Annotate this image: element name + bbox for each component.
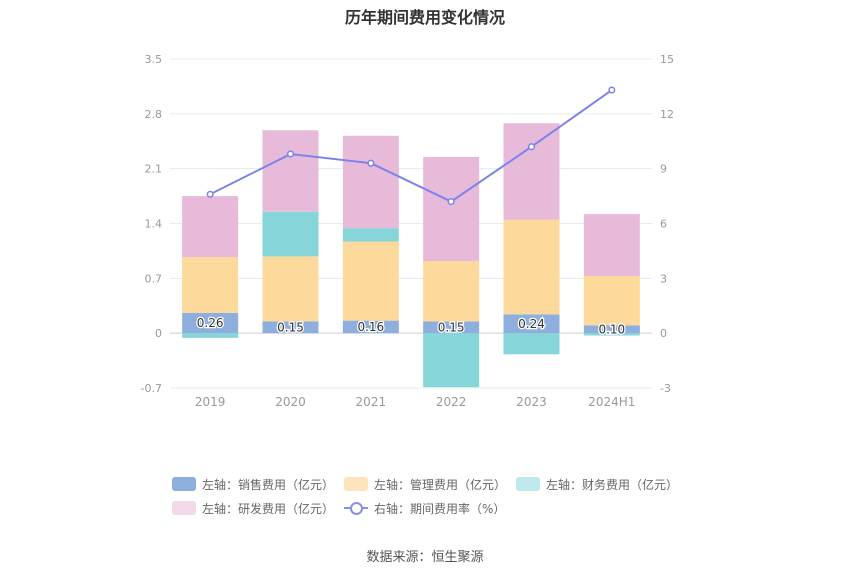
legend-label-expense-rate: 右轴：期间费用率（%） (374, 501, 506, 516)
line-point (608, 86, 616, 94)
legend-item-admin[interactable]: 左轴：管理费用（亿元） (344, 476, 516, 493)
legend-item-sales[interactable]: 左轴：销售费用（亿元） (172, 476, 344, 493)
y-right-tick-label: 12 (660, 108, 674, 121)
bar-segment (182, 196, 239, 258)
bar-segment (342, 320, 399, 334)
bar-segment (262, 256, 319, 322)
bar-segment (262, 130, 319, 212)
x-tick-label: 2023 (516, 395, 547, 409)
bar-segment (182, 333, 239, 338)
y-left-tick-label: 1.4 (145, 218, 163, 231)
legend-swatch-admin (344, 477, 368, 491)
line-point (206, 190, 214, 198)
x-tick-label: 2021 (356, 395, 387, 409)
x-tick-label: 2024H1 (588, 395, 635, 409)
x-tick-label: 2019 (195, 395, 226, 409)
y-left-tick-label: 0 (155, 327, 162, 340)
y-left-tick-label: 2.1 (145, 163, 163, 176)
bar-segment (583, 214, 640, 276)
y-right-tick-label: 15 (660, 53, 674, 66)
y-left-tick-label: -0.7 (141, 382, 162, 395)
y-right-tick-label: 3 (660, 272, 667, 285)
data-label: 0.15 (277, 320, 304, 334)
bar-segment (503, 333, 560, 355)
bar-segment (342, 228, 399, 242)
y-right-tick-label: 6 (660, 218, 667, 231)
bar-segment (423, 156, 480, 262)
bar-segment (342, 241, 399, 321)
bar-segment (423, 321, 480, 334)
legend-swatch-sales (172, 477, 196, 491)
chart-legend: 左轴：销售费用（亿元） 左轴：管理费用（亿元） 左轴：财务费用（亿元） 左轴：研… (172, 472, 692, 520)
bar-segment (182, 257, 239, 313)
data-source: 数据来源：恒生聚源 (366, 550, 484, 565)
bar-segment (583, 275, 640, 326)
legend-label-finance: 左轴：财务费用（亿元） (546, 477, 679, 492)
y-right-tick-label: 0 (660, 327, 667, 340)
legend-item-finance[interactable]: 左轴：财务费用（亿元） (516, 476, 688, 493)
bar-segment (423, 333, 480, 388)
chart-plot: 3.5 15 2.8 12 2.1 9 1.4 6 0.7 3 0 0 -0.7 -3 0.26 0.15 0.… (141, 53, 674, 409)
y-left-tick-label: 3.5 (145, 53, 163, 66)
data-label: 0.15 (438, 320, 465, 334)
bar-segment (503, 219, 560, 315)
y-right-tick-label: 9 (660, 163, 667, 176)
y-right-tick-label: -3 (660, 382, 671, 395)
legend-swatch-finance (516, 477, 540, 491)
line-marker-icon (344, 501, 368, 515)
bar-segment (262, 321, 319, 334)
bar-segment (342, 135, 399, 229)
data-label: 0.10 (598, 322, 625, 336)
bar-segment (423, 261, 480, 322)
bar-segment (503, 123, 560, 220)
y-left-tick-label: 2.8 (145, 108, 163, 121)
bar-segment (503, 314, 560, 334)
legend-item-expense-rate[interactable]: 右轴：期间费用率（%） (344, 500, 516, 517)
bar-segment (583, 333, 640, 336)
y-left-tick-label: 0.7 (145, 272, 163, 285)
bar-segment (583, 325, 640, 334)
legend-item-rd[interactable]: 左轴：研发费用（亿元） (172, 500, 344, 517)
line-point (286, 150, 295, 158)
line-point (527, 143, 536, 151)
legend-label-admin: 左轴：管理费用（亿元） (374, 477, 507, 492)
x-tick-label: 2020 (275, 395, 306, 409)
expense-rate-line (209, 89, 613, 203)
data-label: 0.24 (518, 317, 545, 331)
chart-title: 历年期间费用变化情况 (344, 8, 505, 27)
line-point (367, 159, 375, 167)
legend-label-rd: 左轴：研发费用（亿元） (202, 501, 335, 516)
data-label: 0.26 (197, 316, 224, 330)
bar-segment (182, 312, 239, 334)
data-label: 0.16 (357, 320, 384, 334)
bar-segment (262, 211, 319, 257)
line-point (447, 198, 455, 206)
x-tick-label: 2022 (436, 395, 467, 409)
legend-label-sales: 左轴：销售费用（亿元） (202, 477, 335, 492)
legend-swatch-rd (172, 501, 196, 515)
